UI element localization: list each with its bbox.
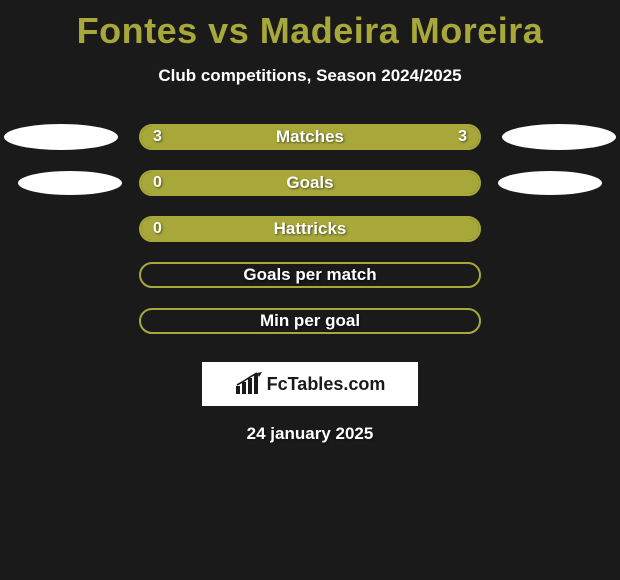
stat-value-left: 3 (153, 128, 162, 146)
stat-label: Min per goal (260, 311, 360, 331)
comparison-infographic: Fontes vs Madeira Moreira Club competiti… (0, 0, 620, 580)
logo-text: FcTables.com (267, 374, 386, 395)
stat-value-left: 0 (153, 174, 162, 192)
left-ellipse (18, 171, 122, 195)
date-line: 24 january 2025 (0, 424, 620, 444)
stat-label: Goals per match (243, 265, 376, 285)
stat-value-right: 3 (458, 128, 467, 146)
left-ellipse (4, 124, 118, 150)
right-ellipse (498, 171, 602, 195)
stat-pill: 0 Hattricks (139, 216, 481, 242)
page-title: Fontes vs Madeira Moreira (0, 0, 620, 52)
stat-label: Matches (276, 127, 344, 147)
stat-rows: 3 3 Matches 0 Goals 0 Hattricks Goals per match… (0, 114, 620, 344)
stat-row: Goals per match (0, 252, 620, 298)
stat-pill: Min per goal (139, 308, 481, 334)
stat-row: Min per goal (0, 298, 620, 344)
right-ellipse (502, 124, 616, 150)
logo-box: FcTables.com (202, 362, 418, 406)
stat-row: 3 3 Matches (0, 114, 620, 160)
stat-pill: 0 Goals (139, 170, 481, 196)
stat-pill: 3 3 Matches (139, 124, 481, 150)
subtitle: Club competitions, Season 2024/2025 (0, 66, 620, 86)
stat-label: Goals (286, 173, 333, 193)
stat-label: Hattricks (274, 219, 347, 239)
bar-chart-icon (235, 372, 263, 396)
stat-row: 0 Hattricks (0, 206, 620, 252)
stat-pill: Goals per match (139, 262, 481, 288)
stat-row: 0 Goals (0, 160, 620, 206)
stat-value-left: 0 (153, 220, 162, 238)
